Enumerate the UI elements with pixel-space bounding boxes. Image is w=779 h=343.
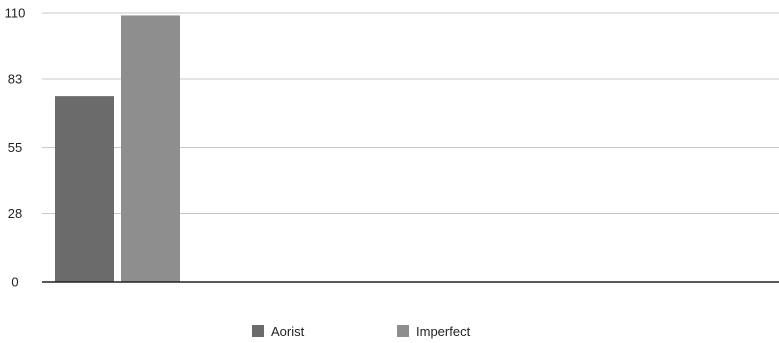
y-tick-label: 83 — [8, 72, 22, 87]
legend: Aorist Imperfect — [252, 324, 471, 339]
bar-aorist — [55, 96, 114, 283]
y-tick-label: 110 — [5, 6, 26, 21]
y-tick-label: 28 — [8, 206, 22, 221]
legend-label: Imperfect — [416, 324, 471, 339]
legend-swatch — [397, 325, 409, 337]
legend-label: Aorist — [271, 324, 305, 339]
y-tick-label: 0 — [11, 275, 18, 290]
y-axis-ticks: 0 28 55 83 110 — [5, 6, 26, 290]
legend-swatch — [252, 325, 264, 337]
bar-imperfect — [121, 15, 180, 282]
bars — [55, 15, 180, 283]
y-tick-label: 55 — [8, 140, 22, 155]
